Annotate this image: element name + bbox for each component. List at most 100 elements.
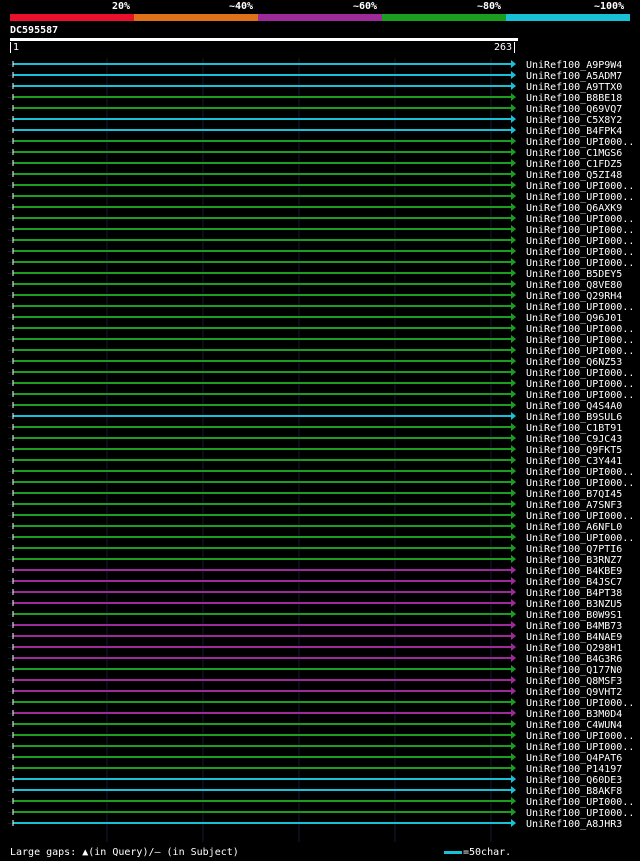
hit-label[interactable]: UniRef100_UPI000.. [526,247,634,258]
hit-label[interactable]: UniRef100_Q4PAT6 [526,753,622,764]
hit-row[interactable]: UniRef100_A9TTX0 [8,82,622,93]
hit-row[interactable]: UniRef100_Q6NZ53 [8,357,622,368]
hit-label[interactable]: UniRef100_B0W9S1 [526,610,622,621]
hit-row[interactable]: UniRef100_B4FPK4 [8,126,622,137]
hit-row[interactable]: UniRef100_B3M0D4 [8,709,622,720]
hit-row[interactable]: UniRef100_Q4PAT6 [8,753,622,764]
hit-row[interactable]: UniRef100_B4G3R6 [8,654,622,665]
hit-row[interactable]: UniRef100_UPI000.. [8,181,634,192]
hit-row[interactable]: UniRef100_Q9VHT2 [8,687,622,698]
hit-row[interactable]: UniRef100_UPI000.. [8,797,634,808]
hit-label[interactable]: UniRef100_UPI000.. [526,368,634,379]
hit-row[interactable]: UniRef100_UPI000.. [8,478,634,489]
hit-label[interactable]: UniRef100_Q298H1 [526,643,622,654]
hit-row[interactable]: UniRef100_B4JSC7 [8,577,622,588]
hit-row[interactable]: UniRef100_B0W9S1 [8,610,622,621]
hit-row[interactable]: UniRef100_B7QI45 [8,489,622,500]
hit-label[interactable]: UniRef100_UPI000.. [526,137,634,148]
hit-label[interactable]: UniRef100_UPI000.. [526,808,634,819]
hit-row[interactable]: UniRef100_C9JC43 [8,434,622,445]
hit-row[interactable]: UniRef100_Q6AXK9 [8,203,622,214]
hit-row[interactable]: UniRef100_Q298H1 [8,643,622,654]
hit-row[interactable]: UniRef100_UPI000.. [8,390,634,401]
hit-row[interactable]: UniRef100_UPI000.. [8,368,634,379]
hit-label[interactable]: UniRef100_C3Y441 [526,456,622,467]
hit-row[interactable]: UniRef100_UPI000.. [8,467,634,478]
hit-label[interactable]: UniRef100_C1MGS6 [526,148,622,159]
hit-row[interactable]: UniRef100_B3RNZ7 [8,555,622,566]
hit-row[interactable]: UniRef100_UPI000.. [8,192,634,203]
hit-label[interactable]: UniRef100_B4FPK4 [526,126,622,137]
hit-label[interactable]: UniRef100_B4JSC7 [526,577,622,588]
hit-label[interactable]: UniRef100_UPI000.. [526,478,634,489]
hit-label[interactable]: UniRef100_UPI000.. [526,324,634,335]
hit-label[interactable]: UniRef100_Q8MSF3 [526,676,622,687]
hit-label[interactable]: UniRef100_B5DEY5 [526,269,622,280]
hit-label[interactable]: UniRef100_A5ADM7 [526,71,622,82]
hit-row[interactable]: UniRef100_Q8VE80 [8,280,622,291]
hit-label[interactable]: UniRef100_Q6NZ53 [526,357,622,368]
hit-row[interactable]: UniRef100_Q4S4A0 [8,401,622,412]
hit-row[interactable]: UniRef100_B4NAE9 [8,632,622,643]
hit-row[interactable]: UniRef100_A8JHR3 [8,819,622,830]
hit-row[interactable]: UniRef100_C4WUN4 [8,720,622,731]
hit-label[interactable]: UniRef100_Q177N0 [526,665,622,676]
hit-label[interactable]: UniRef100_B4NAE9 [526,632,622,643]
hit-label[interactable]: UniRef100_C1BT91 [526,423,622,434]
hit-row[interactable]: UniRef100_UPI000.. [8,808,634,819]
hit-row[interactable]: UniRef100_B4PT38 [8,588,622,599]
hit-label[interactable]: UniRef100_B4KBE9 [526,566,622,577]
hit-row[interactable]: UniRef100_Q177N0 [8,665,622,676]
hit-row[interactable]: UniRef100_B9SUL6 [8,412,622,423]
hit-row[interactable]: UniRef100_UPI000.. [8,302,634,313]
hit-label[interactable]: UniRef100_B4G3R6 [526,654,622,665]
hit-row[interactable]: UniRef100_Q60DE3 [8,775,622,786]
hit-label[interactable]: UniRef100_UPI000.. [526,335,634,346]
hit-label[interactable]: UniRef100_B9SUL6 [526,412,622,423]
hit-label[interactable]: UniRef100_Q69VQ7 [526,104,622,115]
hit-label[interactable]: UniRef100_Q60DE3 [526,775,622,786]
hit-row[interactable]: UniRef100_UPI000.. [8,346,634,357]
hit-row[interactable]: UniRef100_Q29RH4 [8,291,622,302]
hit-label[interactable]: UniRef100_UPI000.. [526,346,634,357]
hit-row[interactable]: UniRef100_B4MB73 [8,621,622,632]
hit-label[interactable]: UniRef100_UPI000.. [526,533,634,544]
hit-label[interactable]: UniRef100_B8BE18 [526,93,622,104]
hit-label[interactable]: UniRef100_C9JC43 [526,434,622,445]
hit-row[interactable]: UniRef100_UPI000.. [8,247,634,258]
hit-label[interactable]: UniRef100_UPI000.. [526,258,634,269]
hit-row[interactable]: UniRef100_UPI000.. [8,258,634,269]
hit-row[interactable]: UniRef100_UPI000.. [8,698,634,709]
hit-label[interactable]: UniRef100_UPI000.. [526,731,634,742]
hit-row[interactable]: UniRef100_UPI000.. [8,742,634,753]
hit-row[interactable]: UniRef100_A7SNF3 [8,500,622,511]
hit-row[interactable]: UniRef100_C3Y441 [8,456,622,467]
hit-row[interactable]: UniRef100_Q7PTI6 [8,544,622,555]
hit-label[interactable]: UniRef100_A6NFL0 [526,522,622,533]
hit-label[interactable]: UniRef100_UPI000.. [526,379,634,390]
hit-label[interactable]: UniRef100_Q6AXK9 [526,203,622,214]
hit-label[interactable]: UniRef100_UPI000.. [526,467,634,478]
hit-row[interactable]: UniRef100_B3NZU5 [8,599,622,610]
hit-label[interactable]: UniRef100_B3M0D4 [526,709,622,720]
hit-label[interactable]: UniRef100_C5X8Y2 [526,115,622,126]
hit-label[interactable]: UniRef100_B8AKF8 [526,786,622,797]
hit-label[interactable]: UniRef100_UPI000.. [526,225,634,236]
hit-label[interactable]: UniRef100_Q29RH4 [526,291,622,302]
hit-label[interactable]: UniRef100_UPI000.. [526,236,634,247]
hit-row[interactable]: UniRef100_UPI000.. [8,214,634,225]
hit-label[interactable]: UniRef100_Q7PTI6 [526,544,622,555]
hit-label[interactable]: UniRef100_UPI000.. [526,302,634,313]
hit-label[interactable]: UniRef100_A8JHR3 [526,819,622,830]
hit-label[interactable]: UniRef100_A9TTX0 [526,82,622,93]
hit-row[interactable]: UniRef100_Q5ZI48 [8,170,622,181]
hit-label[interactable]: UniRef100_Q5ZI48 [526,170,622,181]
hit-row[interactable]: UniRef100_Q69VQ7 [8,104,622,115]
hit-row[interactable]: UniRef100_UPI000.. [8,335,634,346]
hit-label[interactable]: UniRef100_UPI000.. [526,698,634,709]
hit-row[interactable]: UniRef100_B8AKF8 [8,786,622,797]
hit-row[interactable]: UniRef100_UPI000.. [8,137,634,148]
hit-label[interactable]: UniRef100_UPI000.. [526,214,634,225]
hit-row[interactable]: UniRef100_C5X8Y2 [8,115,622,126]
hit-row[interactable]: UniRef100_UPI000.. [8,225,634,236]
